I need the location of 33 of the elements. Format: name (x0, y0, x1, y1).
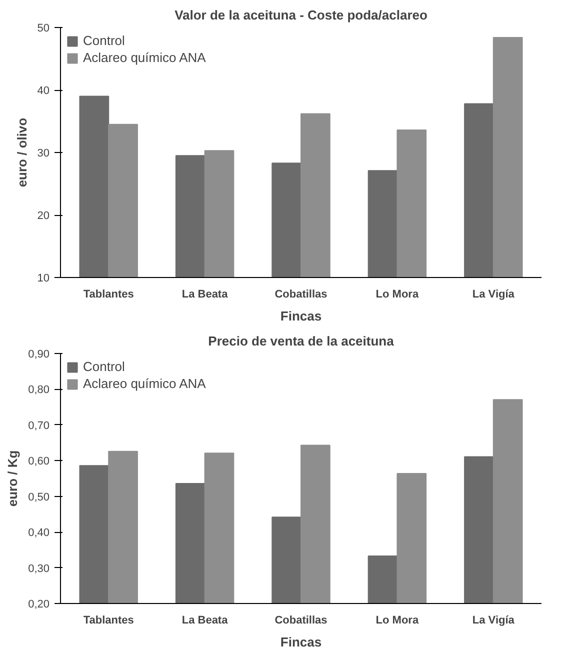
x-tick-label: Cobatillas (274, 288, 328, 300)
y-tick-label: 0,80 (28, 384, 50, 396)
y-tick-label: 0,30 (28, 562, 50, 575)
y-axis-title: euro / olivo (14, 118, 30, 188)
legend-label: Aclareo químico ANA (83, 50, 206, 65)
x-tick-label: La Beata (182, 288, 229, 300)
y-tick-label: 50 (37, 22, 50, 34)
x-axis-title: Fincas (280, 634, 322, 650)
y-tick-label: 40 (37, 85, 50, 97)
y-tick-label: 0,60 (28, 456, 50, 468)
x-tick-label: Cobatillas (274, 614, 328, 626)
legend-label: Aclareo químico ANA (83, 376, 206, 391)
y-tick-label: 0,70 (28, 420, 50, 432)
y-axis-title: euro / Kg (5, 450, 20, 507)
y-tick-label: 0,20 (28, 598, 50, 610)
x-tick-label: La Vigía (472, 288, 516, 300)
y-tick-label: 30 (37, 148, 50, 160)
x-tick-label: La Vigía (472, 614, 516, 626)
x-tick-label: Lo Mora (376, 288, 420, 300)
y-tick-label: 0,40 (28, 527, 50, 540)
x-tick-label: Tablantes (83, 614, 134, 626)
x-tick-label: Tablantes (83, 288, 134, 300)
legend-label: Control (83, 359, 125, 374)
x-axis-title: Fincas (280, 308, 322, 324)
y-tick-label: 0,50 (28, 491, 50, 504)
legend-label: Control (83, 33, 125, 48)
x-tick-label: Lo Mora (376, 614, 420, 626)
y-tick-label: 20 (37, 210, 50, 222)
y-tick-label: 10 (37, 272, 50, 284)
chart-title: Precio de venta de la aceituna (208, 334, 395, 348)
x-tick-label: La Beata (182, 614, 229, 626)
y-tick-label: 0,90 (28, 348, 50, 360)
chart-title: Valor de la aceituna - Coste poda/aclareo (174, 8, 428, 22)
